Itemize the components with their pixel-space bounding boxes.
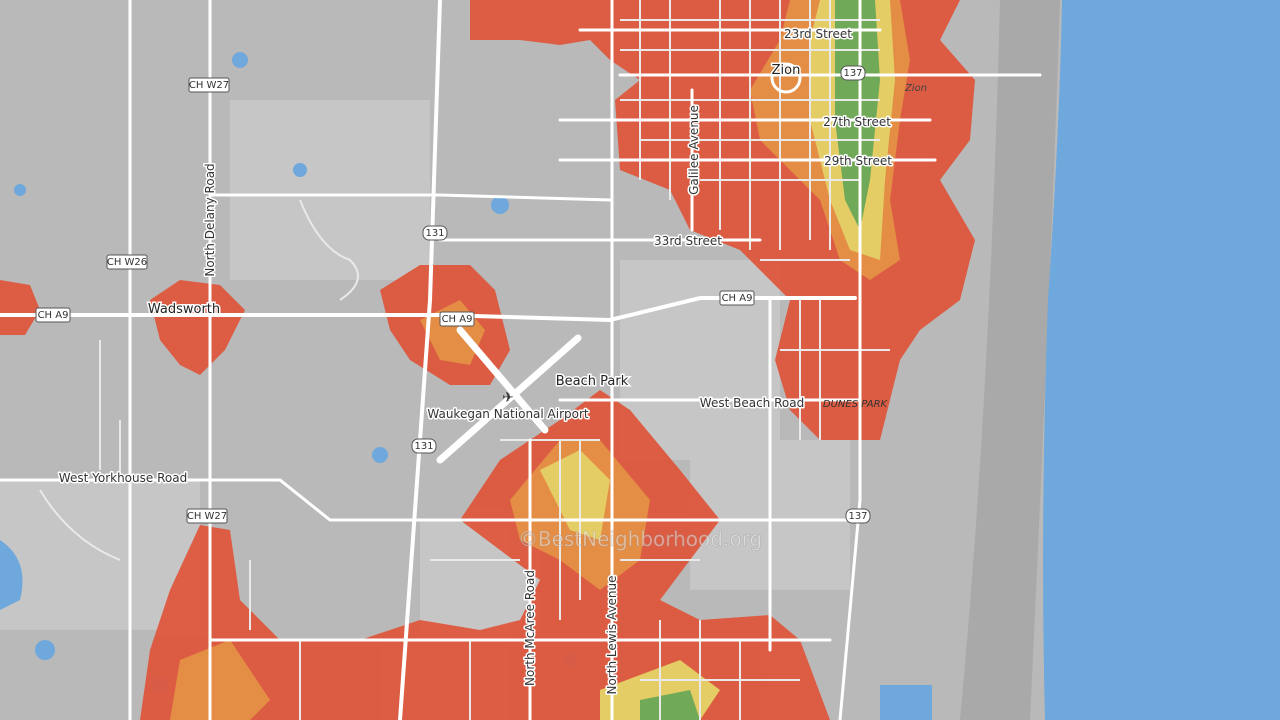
shield: CH W26	[106, 254, 148, 270]
shield-label: CH W27	[187, 511, 227, 522]
road	[0, 478, 862, 522]
water	[0, 540, 23, 610]
shield-label: CH W27	[189, 80, 229, 91]
place-label: Zion	[772, 63, 801, 78]
rect	[186, 508, 228, 524]
rect	[188, 77, 230, 93]
road-labels: 23rd Street 27th Street 29th Street Gali…	[57, 26, 893, 697]
shield: 137	[840, 65, 866, 81]
watermark: ©BestNeighborhood.org	[518, 527, 762, 551]
road-label: 29th Street	[824, 154, 892, 168]
airport: ✈	[436, 326, 582, 464]
rect	[422, 225, 448, 241]
heat-g	[835, 0, 880, 230]
road-label: 27th Street	[823, 115, 891, 129]
text: ✈	[502, 390, 514, 406]
shield-label: CH A9	[442, 314, 473, 325]
rect	[411, 438, 437, 454]
road-label: North Delany Road	[203, 163, 217, 276]
road-label: 33rd Street	[654, 234, 722, 248]
road-label: West Yorkhouse Road	[59, 471, 187, 485]
rect	[230, 100, 430, 280]
shield: CH W27	[186, 508, 228, 524]
shield: CH A9	[35, 307, 71, 323]
shield: CH W27	[188, 77, 230, 93]
road	[838, 0, 862, 720]
shield: 137	[845, 508, 871, 524]
shield: 131	[411, 438, 437, 454]
heat-r	[150, 280, 245, 375]
water	[232, 52, 248, 68]
water	[293, 163, 307, 177]
shield: 131	[422, 225, 448, 241]
heat-o	[170, 640, 270, 720]
area-label: Zion	[904, 83, 927, 94]
road-label: North Lewis Avenue	[605, 575, 619, 694]
path	[960, 0, 1060, 720]
heat-r	[140, 390, 830, 720]
place-labels: Zion Wadsworth Beach Park Waukegan Natio…	[146, 62, 802, 423]
shield-label: CH A9	[722, 293, 753, 304]
rect	[845, 508, 871, 524]
road	[436, 326, 582, 464]
rect	[840, 65, 866, 81]
shield: CH A9	[719, 290, 755, 306]
water	[35, 640, 55, 660]
shields: 137 CH W27 131 CH W26 CH A9 CH A9 CH A9 …	[35, 65, 871, 524]
area-labels: Zion DUNES PARK	[823, 83, 927, 410]
shield: CH A9	[439, 311, 475, 327]
heat-r	[0, 280, 40, 335]
place-label: Beach Park	[556, 374, 629, 389]
heat-y	[540, 450, 610, 540]
water	[1043, 0, 1280, 720]
water	[14, 184, 26, 196]
water	[491, 196, 509, 214]
road-label: West Beach Road	[700, 396, 804, 410]
place-label: Wadsworth	[148, 302, 220, 317]
shield-label: CH A9	[38, 310, 69, 321]
rect	[439, 311, 475, 327]
place-label: Waukegan National Airport	[427, 407, 589, 421]
rect	[719, 290, 755, 306]
road-label: 23rd Street	[784, 27, 852, 41]
road	[558, 28, 1042, 162]
circle	[770, 62, 802, 94]
minor-roads	[39, 0, 890, 720]
heat-g	[640, 690, 700, 720]
shield-label: 137	[848, 511, 867, 522]
road	[398, 0, 442, 720]
road	[208, 193, 612, 202]
area-label: DUNES PARK	[823, 399, 889, 410]
shield-label: CH W26	[107, 257, 147, 268]
shield-label: 131	[425, 228, 444, 239]
water	[880, 685, 932, 720]
shield-label: 131	[414, 441, 433, 452]
road-label: Galilee Avenue	[687, 105, 701, 195]
rect	[35, 307, 71, 323]
water	[372, 447, 388, 463]
rect	[106, 254, 148, 270]
road-label: North McAree Road	[523, 570, 537, 686]
minor	[39, 199, 471, 720]
shield-label: 137	[843, 68, 862, 79]
